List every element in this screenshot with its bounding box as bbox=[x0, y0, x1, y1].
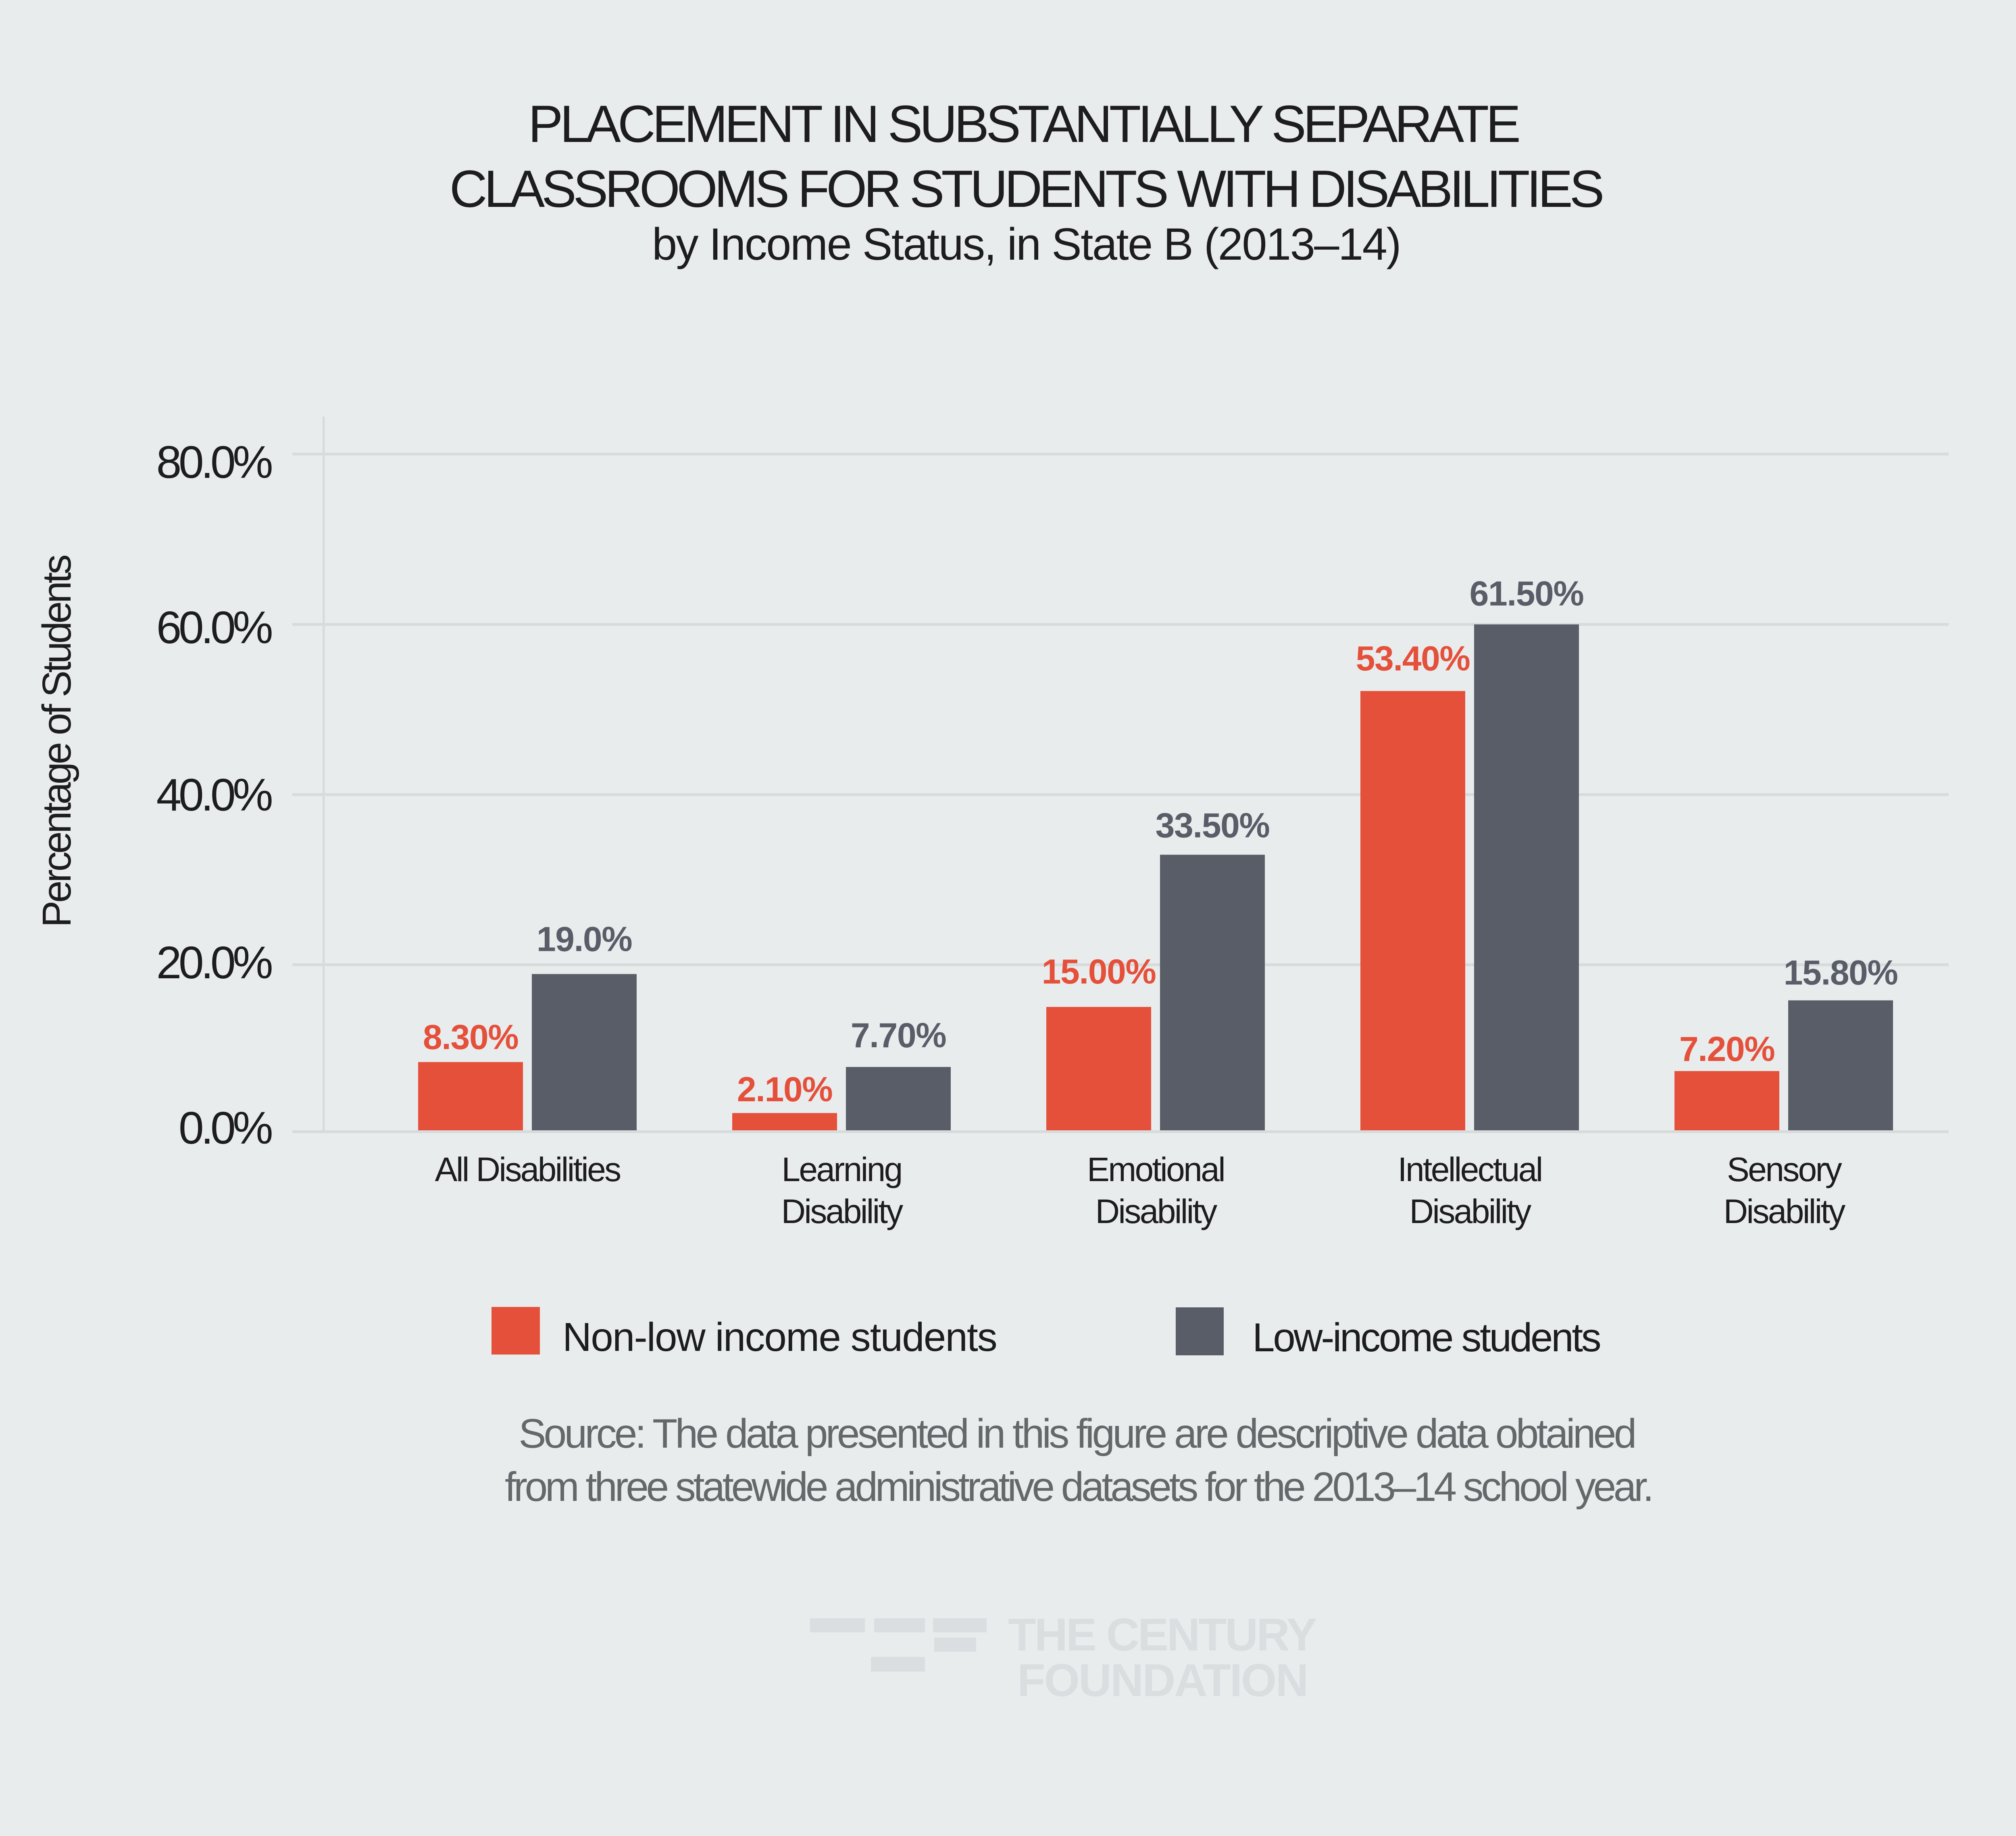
svg-text:All Disabilities: All Disabilities bbox=[435, 1150, 621, 1188]
svg-text:80.0%: 80.0% bbox=[156, 437, 272, 488]
svg-text:Learning: Learning bbox=[781, 1150, 901, 1188]
svg-text:15.80%: 15.80% bbox=[1784, 954, 1898, 992]
svg-text:8.30%: 8.30% bbox=[423, 1018, 518, 1057]
svg-text:Disability: Disability bbox=[1723, 1192, 1845, 1230]
svg-text:Percentage of Students: Percentage of Students bbox=[34, 555, 79, 927]
svg-text:Disability: Disability bbox=[1095, 1192, 1217, 1230]
svg-text:19.0%: 19.0% bbox=[537, 920, 632, 959]
svg-text:Sensory: Sensory bbox=[1727, 1150, 1842, 1188]
svg-text:7.70%: 7.70% bbox=[851, 1016, 946, 1055]
svg-text:0.0%: 0.0% bbox=[179, 1102, 272, 1153]
svg-text:33.50%: 33.50% bbox=[1156, 807, 1270, 845]
svg-text:Source: The data presented in: Source: The data presented in this figur… bbox=[519, 1411, 1634, 1457]
svg-text:2.10%: 2.10% bbox=[737, 1070, 832, 1109]
svg-text:from three statewide administr: from three statewide administrative data… bbox=[505, 1464, 1652, 1510]
svg-text:Disability: Disability bbox=[781, 1192, 903, 1230]
svg-text:40.0%: 40.0% bbox=[156, 769, 272, 820]
svg-text:PLACEMENT IN SUBSTANTIALLY SEP: PLACEMENT IN SUBSTANTIALLY SEPARATE bbox=[528, 94, 1519, 153]
svg-text:15.00%: 15.00% bbox=[1042, 952, 1156, 991]
svg-text:Disability: Disability bbox=[1409, 1192, 1531, 1230]
svg-text:Non-low income students: Non-low income students bbox=[562, 1315, 997, 1360]
svg-text:Emotional: Emotional bbox=[1087, 1150, 1224, 1188]
svg-text:20.0%: 20.0% bbox=[156, 937, 272, 988]
svg-text:FOUNDATION: FOUNDATION bbox=[1017, 1655, 1307, 1706]
svg-text:THE CENTURY: THE CENTURY bbox=[1008, 1609, 1316, 1661]
svg-text:Low-income students: Low-income students bbox=[1252, 1315, 1600, 1360]
svg-text:by Income Status, in State B (: by Income Status, in State B (2013–14) bbox=[652, 219, 1400, 269]
svg-text:60.0%: 60.0% bbox=[156, 602, 272, 653]
svg-text:7.20%: 7.20% bbox=[1679, 1030, 1774, 1069]
svg-text:CLASSROOMS FOR STUDENTS WITH D: CLASSROOMS FOR STUDENTS WITH DISABILITIE… bbox=[450, 159, 1602, 218]
svg-text:Intellectual: Intellectual bbox=[1397, 1150, 1541, 1188]
svg-text:53.40%: 53.40% bbox=[1356, 640, 1470, 678]
svg-text:61.50%: 61.50% bbox=[1470, 574, 1584, 613]
